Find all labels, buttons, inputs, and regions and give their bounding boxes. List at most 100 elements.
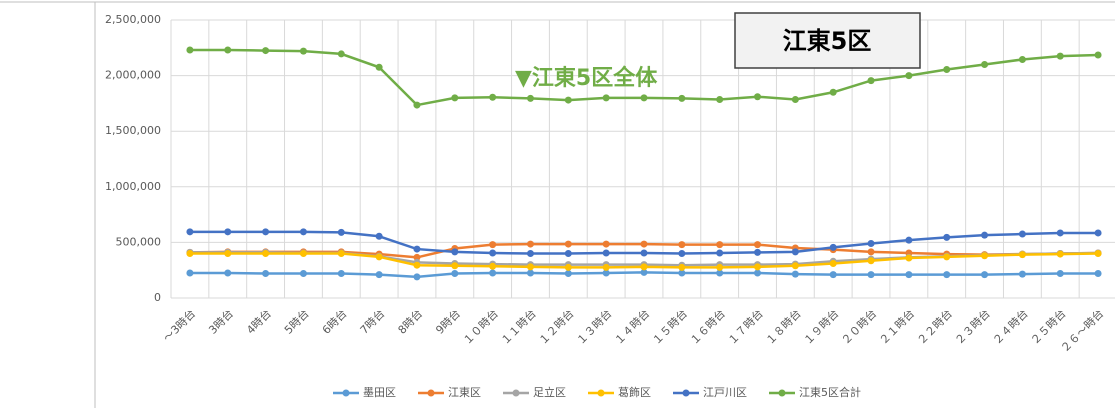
x-tick-label: １５時台 bbox=[649, 306, 690, 347]
data-point bbox=[262, 250, 270, 258]
data-point bbox=[375, 253, 383, 261]
data-point bbox=[451, 270, 459, 278]
data-point bbox=[1056, 270, 1064, 278]
data-point bbox=[375, 63, 383, 71]
x-tick-label: １０時台 bbox=[460, 306, 501, 347]
data-point bbox=[791, 96, 799, 104]
data-point bbox=[413, 245, 421, 253]
data-point bbox=[905, 72, 913, 80]
annotation-box-label: 江東5区 bbox=[783, 27, 872, 55]
x-tick-label: １６時台 bbox=[687, 306, 728, 347]
data-point bbox=[186, 250, 194, 258]
x-tick-label: １１時台 bbox=[498, 306, 539, 347]
data-point bbox=[716, 269, 724, 277]
data-point bbox=[1018, 270, 1026, 278]
legend-swatch-dot bbox=[427, 389, 435, 397]
x-tick-label: 9時台 bbox=[433, 306, 463, 336]
data-point bbox=[981, 271, 989, 279]
legend-swatch-dot bbox=[342, 389, 350, 397]
x-tick-label: １７時台 bbox=[725, 306, 766, 347]
data-point bbox=[602, 263, 610, 271]
data-point bbox=[564, 96, 572, 104]
data-point bbox=[943, 233, 951, 241]
y-tick-label: 1,000,000 bbox=[105, 180, 161, 193]
x-tick-label: 5時台 bbox=[281, 306, 311, 336]
x-tick-label: ２３時台 bbox=[952, 306, 993, 347]
x-tick-label: ～3時台 bbox=[160, 306, 198, 344]
annotation-box bbox=[734, 12, 921, 69]
data-point bbox=[564, 240, 572, 248]
y-tick-label: 500,000 bbox=[116, 235, 162, 248]
data-point bbox=[981, 60, 989, 68]
data-point bbox=[640, 263, 648, 271]
data-point bbox=[451, 248, 459, 256]
legend-label: 葛飾区 bbox=[618, 386, 651, 399]
data-point bbox=[186, 228, 194, 236]
legend-label: 江東5区合計 bbox=[799, 385, 861, 399]
data-point bbox=[564, 250, 572, 258]
data-point bbox=[564, 263, 572, 271]
data-point bbox=[943, 271, 951, 279]
x-tick-label: １９時台 bbox=[800, 306, 841, 347]
data-point bbox=[716, 96, 724, 104]
data-point bbox=[451, 94, 459, 102]
data-point bbox=[754, 263, 762, 271]
data-point bbox=[489, 93, 497, 101]
data-point bbox=[489, 241, 497, 249]
legend-swatch-dot bbox=[597, 389, 605, 397]
data-point bbox=[829, 260, 837, 268]
x-tick-label: 6時台 bbox=[319, 306, 349, 336]
data-point bbox=[299, 228, 307, 236]
data-point bbox=[262, 47, 270, 55]
data-point bbox=[1056, 52, 1064, 60]
data-point bbox=[337, 50, 345, 58]
x-tick-label: １２時台 bbox=[536, 306, 577, 347]
x-tick-label: 8時台 bbox=[395, 306, 425, 336]
data-point bbox=[678, 250, 686, 258]
data-point bbox=[640, 249, 648, 257]
data-point bbox=[716, 241, 724, 249]
data-point bbox=[1094, 51, 1102, 59]
data-point bbox=[1056, 250, 1064, 258]
data-point bbox=[451, 262, 459, 270]
data-point bbox=[526, 250, 534, 258]
data-point bbox=[186, 269, 194, 277]
data-point bbox=[981, 231, 989, 239]
data-point bbox=[791, 248, 799, 256]
data-point bbox=[489, 249, 497, 257]
data-point bbox=[262, 228, 270, 236]
data-point bbox=[1094, 250, 1102, 258]
data-point bbox=[375, 232, 383, 240]
data-point bbox=[791, 262, 799, 270]
data-point bbox=[905, 271, 913, 279]
data-point bbox=[299, 270, 307, 278]
data-point bbox=[337, 270, 345, 278]
data-point bbox=[224, 269, 232, 277]
data-point bbox=[489, 262, 497, 270]
data-point bbox=[754, 248, 762, 256]
data-point bbox=[829, 88, 837, 96]
data-point bbox=[413, 253, 421, 261]
x-tick-label: 7時台 bbox=[357, 306, 387, 336]
data-point bbox=[867, 240, 875, 248]
data-point bbox=[489, 269, 497, 277]
data-point bbox=[791, 270, 799, 278]
data-point bbox=[867, 271, 875, 279]
data-point bbox=[299, 47, 307, 55]
data-point bbox=[1018, 55, 1026, 63]
data-point bbox=[678, 94, 686, 102]
x-tick-label: １３時台 bbox=[573, 306, 614, 347]
data-point bbox=[526, 94, 534, 102]
annotation-label: ▼江東5区全体 bbox=[515, 65, 658, 91]
data-point bbox=[640, 240, 648, 248]
legend-swatch-dot bbox=[682, 389, 690, 397]
x-tick-label: ２１時台 bbox=[876, 306, 917, 347]
data-point bbox=[526, 269, 534, 277]
data-point bbox=[413, 273, 421, 281]
data-point bbox=[526, 240, 534, 248]
data-point bbox=[754, 93, 762, 101]
data-point bbox=[1094, 270, 1102, 278]
data-point bbox=[186, 46, 194, 54]
data-point bbox=[829, 271, 837, 279]
